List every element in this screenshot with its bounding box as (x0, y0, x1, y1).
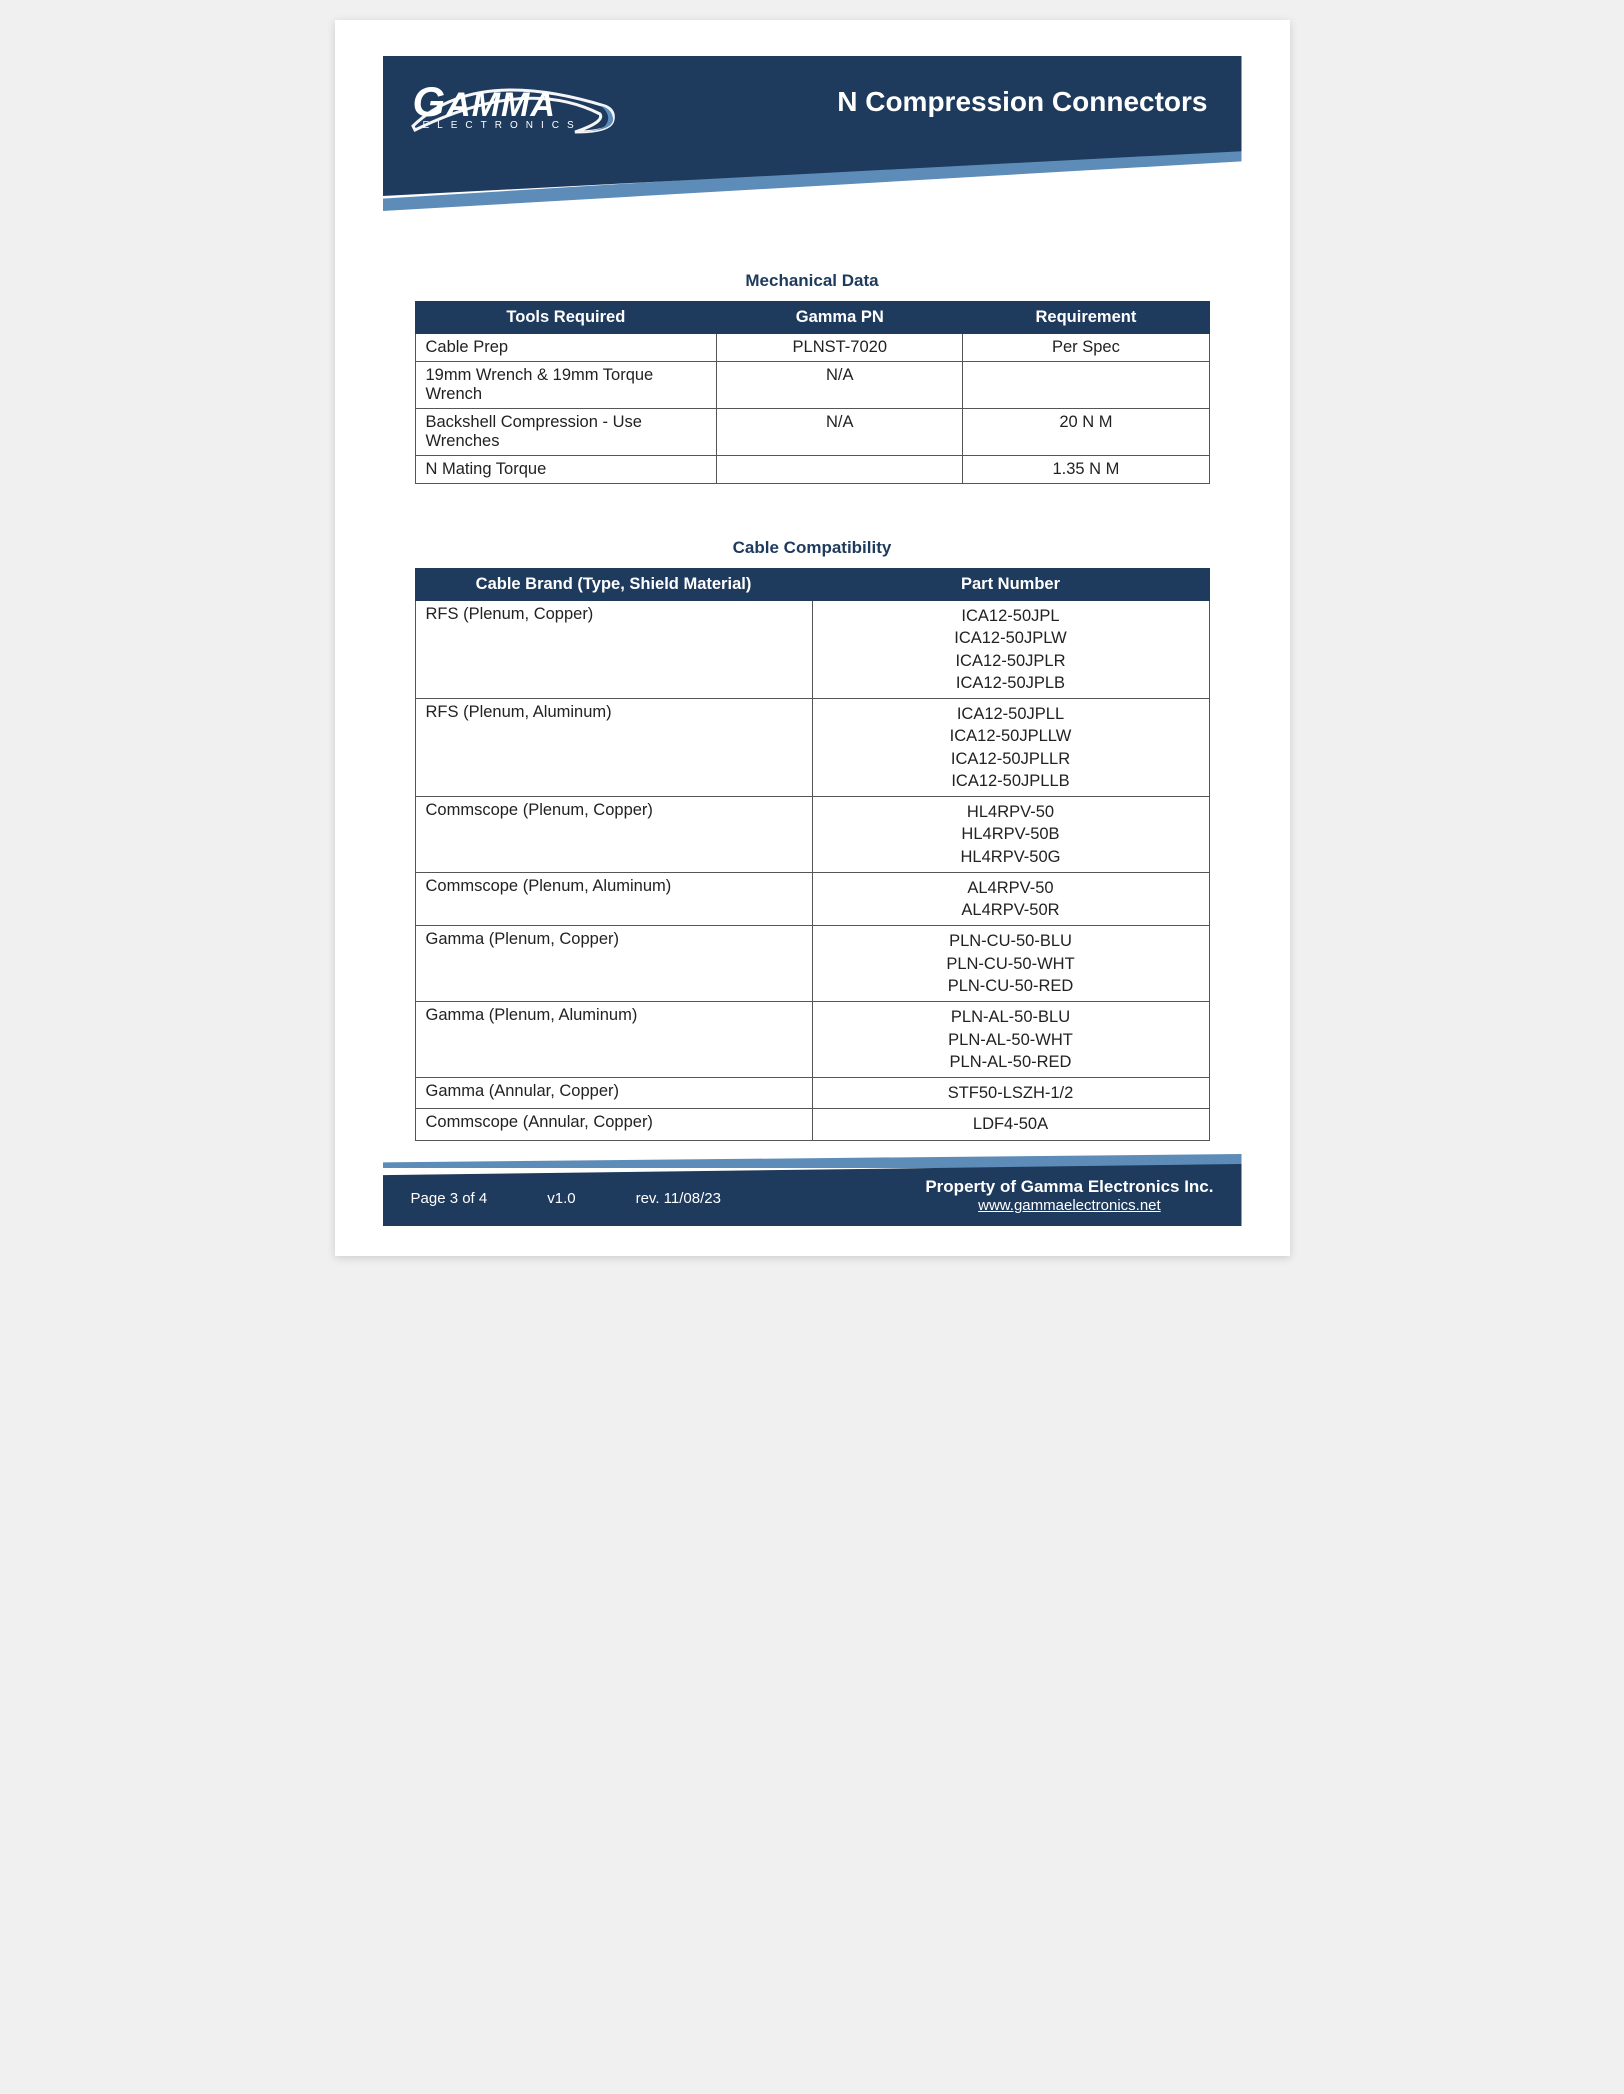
part-number-cell: LDF4-50A (812, 1109, 1209, 1140)
mechanical-section-title: Mechanical Data (415, 271, 1210, 291)
document-title: N Compression Connectors (837, 86, 1207, 118)
table-row: Cable PrepPLNST-7020Per Spec (415, 334, 1209, 362)
page-footer: Page 3 of 4 v1.0 rev. 11/08/23 Property … (383, 1164, 1242, 1226)
part-number-cell: ICA12-50JPLICA12-50JPLWICA12-50JPLRICA12… (812, 601, 1209, 699)
part-number-cell: ICA12-50JPLLICA12-50JPLLWICA12-50JPLLRIC… (812, 699, 1209, 797)
comp-col-header: Cable Brand (Type, Shield Material) (415, 569, 812, 601)
table-cell: 19mm Wrench & 19mm Torque Wrench (415, 362, 717, 409)
cable-brand-cell: RFS (Plenum, Aluminum) (415, 699, 812, 797)
table-cell: Backshell Compression - Use Wrenches (415, 409, 717, 456)
footer-property-text: Property of Gamma Electronics Inc. (925, 1177, 1213, 1197)
table-row: N Mating Torque 1.35 N M (415, 456, 1209, 484)
cable-brand-cell: RFS (Plenum, Copper) (415, 601, 812, 699)
table-row: Gamma (Plenum, Aluminum)PLN-AL-50-BLUPLN… (415, 1002, 1209, 1078)
part-number-cell: STF50-LSZH-1/2 (812, 1078, 1209, 1109)
datasheet-page: GAMMA ELECTRONICS N Compression Connecto… (335, 20, 1290, 1256)
table-row: RFS (Plenum, Copper)ICA12-50JPLICA12-50J… (415, 601, 1209, 699)
comp-col-header: Part Number (812, 569, 1209, 601)
table-cell: 1.35 N M (963, 456, 1209, 484)
footer-page-number: Page 3 of 4 (411, 1190, 488, 1207)
cable-compatibility-table: Cable Brand (Type, Shield Material)Part … (415, 568, 1210, 1141)
table-row: Gamma (Plenum, Copper)PLN-CU-50-BLUPLN-C… (415, 926, 1209, 1002)
table-row: RFS (Plenum, Aluminum)ICA12-50JPLLICA12-… (415, 699, 1209, 797)
page-header: GAMMA ELECTRONICS N Compression Connecto… (383, 56, 1242, 231)
table-row: Commscope (Plenum, Aluminum)AL4RPV-50AL4… (415, 872, 1209, 926)
part-number-cell: PLN-CU-50-BLUPLN-CU-50-WHTPLN-CU-50-RED (812, 926, 1209, 1002)
footer-banner: Page 3 of 4 v1.0 rev. 11/08/23 Property … (383, 1164, 1242, 1226)
mechanical-data-table: Tools RequiredGamma PNRequirement Cable … (415, 301, 1210, 484)
table-cell: 20 N M (963, 409, 1209, 456)
table-row: Commscope (Annular, Copper)LDF4-50A (415, 1109, 1209, 1140)
table-row: Gamma (Annular, Copper)STF50-LSZH-1/2 (415, 1078, 1209, 1109)
part-number-cell: AL4RPV-50AL4RPV-50R (812, 872, 1209, 926)
table-cell: N/A (717, 409, 963, 456)
page-content: Mechanical Data Tools RequiredGamma PNRe… (335, 231, 1290, 1141)
table-row: 19mm Wrench & 19mm Torque WrenchN/A (415, 362, 1209, 409)
table-row: Commscope (Plenum, Copper)HL4RPV-50HL4RP… (415, 797, 1209, 873)
table-cell: Cable Prep (415, 334, 717, 362)
footer-version: v1.0 (547, 1190, 575, 1207)
cable-brand-cell: Gamma (Annular, Copper) (415, 1078, 812, 1109)
cable-brand-cell: Gamma (Plenum, Aluminum) (415, 1002, 812, 1078)
table-row: Backshell Compression - Use WrenchesN/A2… (415, 409, 1209, 456)
mech-header-row: Tools RequiredGamma PNRequirement (415, 302, 1209, 334)
table-cell: N Mating Torque (415, 456, 717, 484)
comp-body: RFS (Plenum, Copper)ICA12-50JPLICA12-50J… (415, 601, 1209, 1141)
part-number-cell: PLN-AL-50-BLUPLN-AL-50-WHTPLN-AL-50-RED (812, 1002, 1209, 1078)
company-logo: GAMMA ELECTRONICS (409, 78, 629, 131)
table-cell: N/A (717, 362, 963, 409)
compatibility-section-title: Cable Compatibility (415, 538, 1210, 558)
footer-website-link[interactable]: www.gammaelectronics.net (978, 1197, 1161, 1214)
table-cell (963, 362, 1209, 409)
footer-revision: rev. 11/08/23 (636, 1190, 721, 1207)
logo-subtext: ELECTRONICS (409, 120, 629, 131)
cable-brand-cell: Commscope (Plenum, Aluminum) (415, 872, 812, 926)
mech-col-header: Gamma PN (717, 302, 963, 334)
table-cell: Per Spec (963, 334, 1209, 362)
table-cell (717, 456, 963, 484)
part-number-cell: HL4RPV-50HL4RPV-50BHL4RPV-50G (812, 797, 1209, 873)
cable-brand-cell: Gamma (Plenum, Copper) (415, 926, 812, 1002)
logo-text: GAMMA (409, 78, 629, 126)
mech-col-header: Tools Required (415, 302, 717, 334)
mech-col-header: Requirement (963, 302, 1209, 334)
cable-brand-cell: Commscope (Annular, Copper) (415, 1109, 812, 1140)
cable-brand-cell: Commscope (Plenum, Copper) (415, 797, 812, 873)
comp-header-row: Cable Brand (Type, Shield Material)Part … (415, 569, 1209, 601)
table-cell: PLNST-7020 (717, 334, 963, 362)
mech-body: Cable PrepPLNST-7020Per Spec19mm Wrench … (415, 334, 1209, 484)
